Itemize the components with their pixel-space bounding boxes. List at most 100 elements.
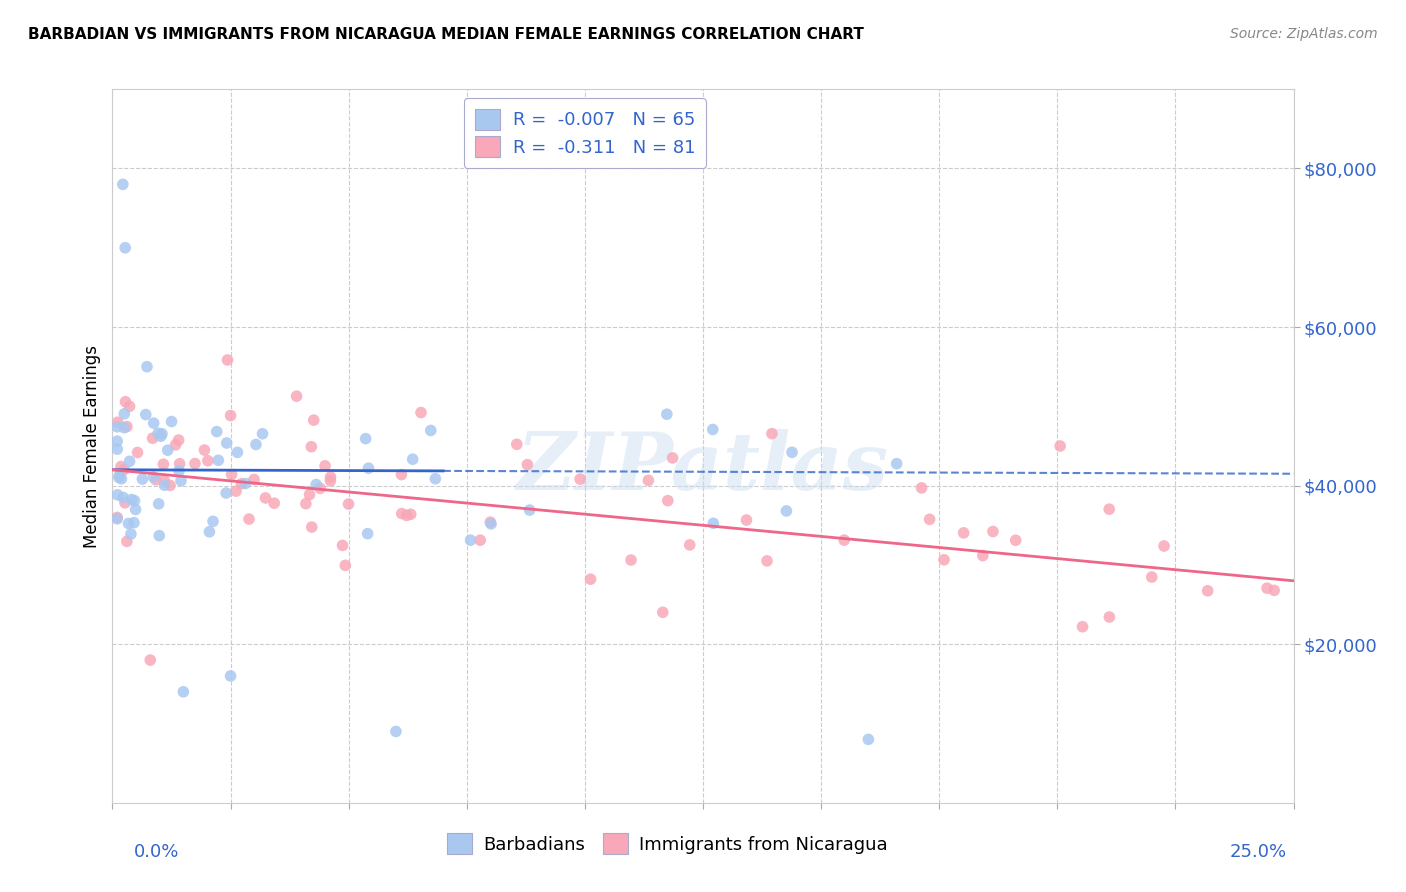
Point: [207, 453, 229, 467]
Point: [319, 470, 342, 484]
Point: [886, 457, 908, 471]
Point: [107, 488, 129, 502]
Point: [972, 549, 994, 563]
Point: [319, 474, 342, 488]
Point: [108, 470, 131, 484]
Point: [110, 472, 132, 486]
Point: [735, 513, 758, 527]
Point: [932, 553, 955, 567]
Point: [702, 422, 724, 436]
Point: [160, 415, 183, 429]
Point: [238, 512, 260, 526]
Point: [167, 464, 190, 478]
Point: [395, 508, 418, 523]
Point: [167, 433, 190, 447]
Point: [118, 400, 141, 414]
Point: [148, 529, 170, 543]
Point: [1153, 539, 1175, 553]
Point: [479, 516, 502, 531]
Point: [114, 496, 136, 510]
Point: [205, 425, 228, 439]
Point: [301, 520, 323, 534]
Point: [148, 497, 170, 511]
Point: [142, 470, 165, 484]
Text: BARBADIAN VS IMMIGRANTS FROM NICARAGUA MEDIAN FEMALE EARNINGS CORRELATION CHART: BARBADIAN VS IMMIGRANTS FROM NICARAGUA M…: [28, 27, 865, 42]
Point: [579, 572, 602, 586]
Point: [952, 525, 974, 540]
Point: [115, 534, 138, 549]
Point: [918, 512, 941, 526]
Point: [149, 429, 172, 443]
Point: [105, 442, 128, 456]
Point: [215, 486, 238, 500]
Point: [118, 454, 141, 468]
Point: [148, 426, 170, 441]
Point: [419, 424, 441, 438]
Point: [1263, 583, 1285, 598]
Point: [302, 413, 325, 427]
Point: [295, 497, 318, 511]
Point: [193, 443, 215, 458]
Point: [391, 467, 413, 482]
Point: [107, 415, 129, 429]
Point: [702, 516, 724, 531]
Point: [314, 458, 336, 473]
Point: [761, 426, 783, 441]
Point: [202, 514, 225, 528]
Point: [263, 496, 285, 510]
Point: [1098, 610, 1121, 624]
Point: [385, 724, 408, 739]
Text: 25.0%: 25.0%: [1229, 843, 1286, 861]
Point: [111, 178, 134, 192]
Point: [215, 436, 238, 450]
Point: [112, 407, 135, 421]
Point: [1197, 583, 1219, 598]
Point: [184, 457, 207, 471]
Point: [655, 407, 678, 421]
Point: [198, 524, 221, 539]
Point: [620, 553, 643, 567]
Point: [145, 473, 167, 487]
Point: [105, 512, 128, 526]
Point: [679, 538, 702, 552]
Point: [131, 472, 153, 486]
Point: [172, 685, 194, 699]
Point: [506, 437, 529, 451]
Text: Source: ZipAtlas.com: Source: ZipAtlas.com: [1230, 27, 1378, 41]
Text: ZIPatlas: ZIPatlas: [517, 429, 889, 506]
Point: [519, 503, 541, 517]
Point: [114, 394, 136, 409]
Point: [142, 416, 165, 430]
Point: [153, 478, 176, 492]
Point: [124, 502, 146, 516]
Point: [516, 458, 538, 472]
Point: [569, 472, 592, 486]
Point: [150, 426, 173, 441]
Point: [460, 533, 482, 548]
Point: [221, 467, 243, 482]
Point: [156, 443, 179, 458]
Point: [858, 732, 880, 747]
Point: [153, 473, 176, 487]
Point: [219, 669, 242, 683]
Point: [152, 457, 174, 471]
Point: [105, 434, 128, 449]
Point: [142, 431, 165, 445]
Point: [981, 524, 1004, 539]
Point: [910, 481, 932, 495]
Point: [780, 445, 803, 459]
Point: [470, 533, 492, 548]
Point: [105, 419, 128, 434]
Point: [114, 241, 136, 255]
Point: [756, 554, 779, 568]
Point: [1071, 620, 1094, 634]
Point: [657, 493, 679, 508]
Point: [112, 421, 135, 435]
Point: [1098, 502, 1121, 516]
Point: [105, 510, 128, 524]
Point: [217, 353, 239, 368]
Point: [357, 461, 380, 475]
Point: [108, 468, 131, 483]
Point: [305, 477, 328, 491]
Point: [117, 516, 139, 531]
